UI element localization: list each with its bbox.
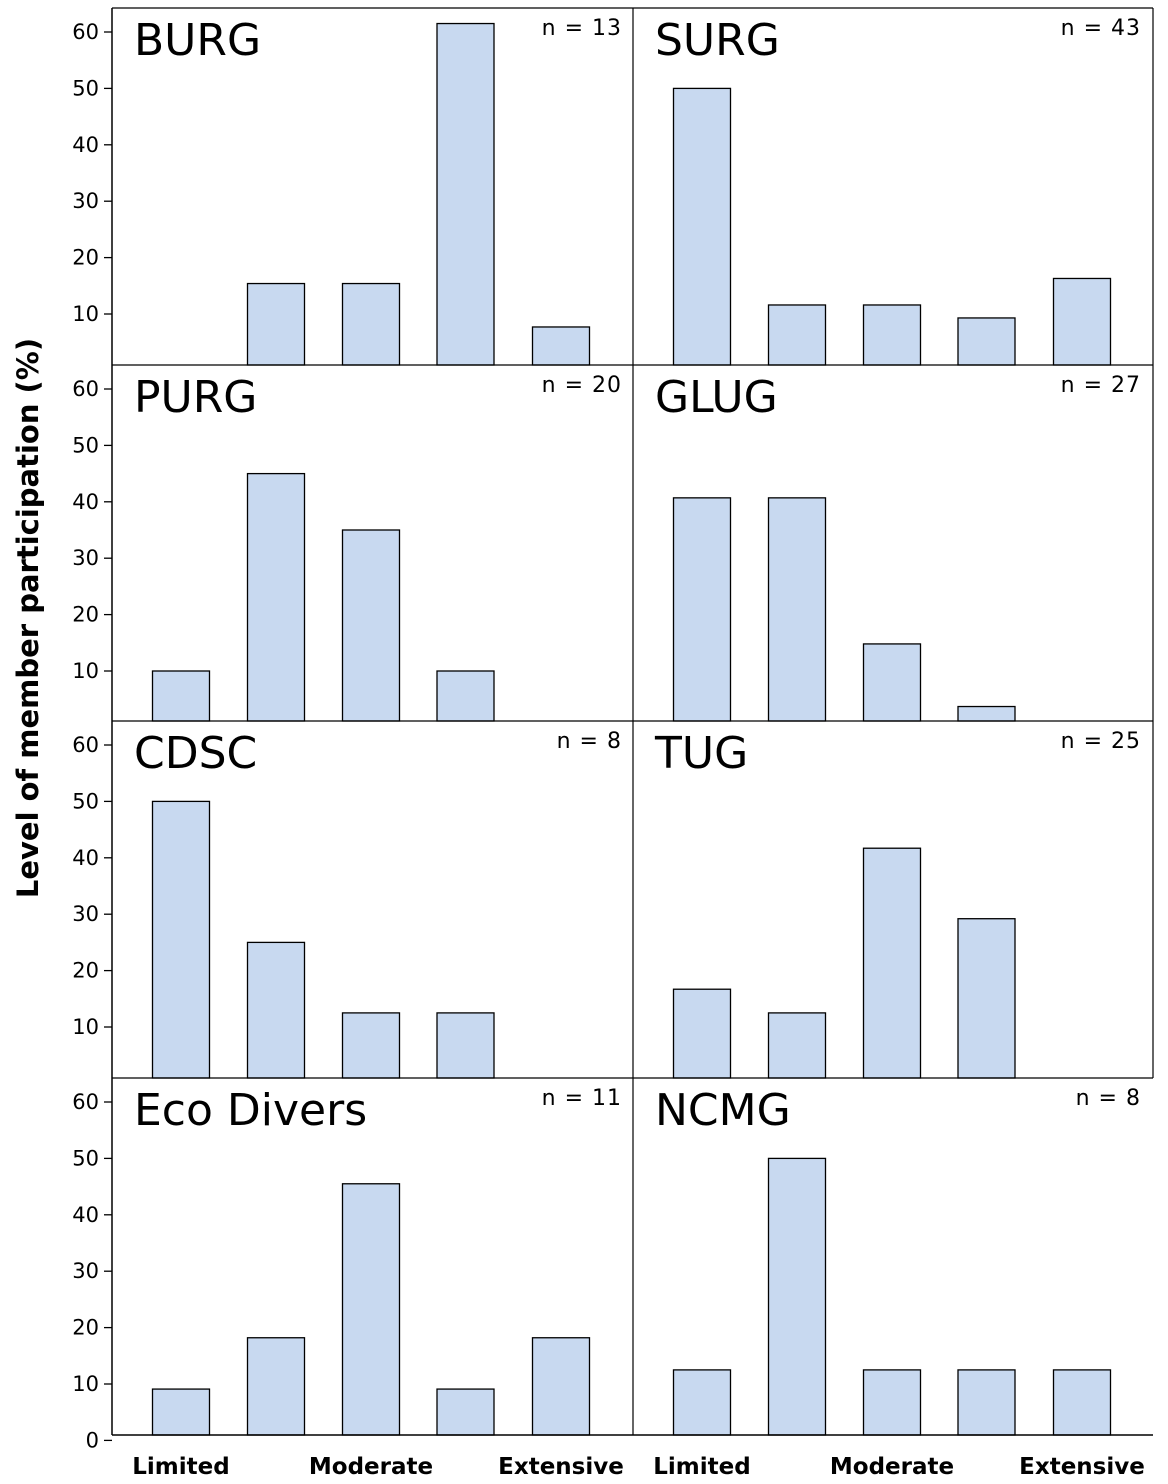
bar bbox=[341, 1012, 401, 1079]
y-tick-label: 0 bbox=[86, 1428, 99, 1452]
bar bbox=[862, 304, 922, 366]
bar bbox=[531, 1337, 591, 1436]
y-tick-label: 20 bbox=[72, 246, 99, 270]
bar bbox=[672, 87, 732, 366]
y-tick-label: 60 bbox=[72, 377, 99, 401]
bar bbox=[246, 1337, 306, 1436]
bar bbox=[1052, 1369, 1112, 1436]
x-tick-label: Extensive bbox=[498, 1454, 624, 1479]
x-tick-label: Extensive bbox=[1019, 1454, 1145, 1479]
n-count-label: n = 25 bbox=[1061, 729, 1141, 754]
bar bbox=[672, 1369, 732, 1436]
y-tick-label: 50 bbox=[72, 789, 99, 813]
y-tick-label: 30 bbox=[72, 902, 99, 926]
panel-title: NCMG bbox=[655, 1085, 791, 1136]
bar bbox=[151, 800, 211, 1079]
n-count-label: n = 11 bbox=[542, 1086, 622, 1111]
n-count-label: n = 8 bbox=[1076, 1086, 1141, 1111]
bar bbox=[1052, 277, 1112, 366]
bar bbox=[341, 282, 401, 366]
bar bbox=[246, 472, 306, 722]
bar bbox=[246, 282, 306, 366]
y-tick-label: 50 bbox=[72, 433, 99, 457]
panel-title: CDSC bbox=[134, 728, 257, 779]
bar bbox=[341, 1183, 401, 1436]
n-count-label: n = 20 bbox=[542, 373, 622, 398]
y-tick-label: 20 bbox=[72, 1316, 99, 1340]
y-tick-label: 40 bbox=[72, 846, 99, 870]
bar bbox=[767, 497, 827, 722]
bar bbox=[862, 643, 922, 722]
y-tick-label: 30 bbox=[72, 1259, 99, 1283]
y-tick-label: 40 bbox=[72, 1203, 99, 1227]
bar bbox=[672, 497, 732, 722]
bar bbox=[957, 1369, 1016, 1436]
y-tick-label: 10 bbox=[72, 1015, 99, 1039]
bar bbox=[957, 317, 1016, 366]
bar bbox=[341, 529, 401, 722]
y-tick-label: 20 bbox=[72, 959, 99, 983]
bar bbox=[957, 705, 1016, 722]
panel-title: TUG bbox=[654, 728, 748, 779]
y-tick-label: 30 bbox=[72, 189, 99, 213]
x-tick-label: Limited bbox=[653, 1454, 750, 1479]
n-count-label: n = 8 bbox=[557, 729, 622, 754]
y-tick-label: 10 bbox=[72, 659, 99, 683]
bar bbox=[436, 670, 495, 722]
y-tick-label: 10 bbox=[72, 1372, 99, 1396]
panel-title: SURG bbox=[655, 15, 780, 66]
y-tick-label: 30 bbox=[72, 546, 99, 570]
y-tick-label: 60 bbox=[72, 20, 99, 44]
x-tick-label: Limited bbox=[132, 1454, 229, 1479]
y-tick-label: 60 bbox=[72, 1090, 99, 1114]
bar bbox=[531, 326, 591, 366]
bar bbox=[151, 1388, 211, 1436]
bar bbox=[767, 1157, 827, 1436]
n-count-label: n = 13 bbox=[542, 16, 622, 41]
bar bbox=[767, 1012, 827, 1079]
bar bbox=[862, 847, 922, 1079]
bar bbox=[957, 918, 1016, 1079]
panel-title: PURG bbox=[134, 372, 257, 423]
x-tick-label: Moderate bbox=[309, 1454, 433, 1479]
panel-title: Eco Divers bbox=[134, 1085, 367, 1136]
y-tick-label: 20 bbox=[72, 603, 99, 627]
y-tick-label: 10 bbox=[72, 302, 99, 326]
y-tick-label: 40 bbox=[72, 133, 99, 157]
y-tick-label: 50 bbox=[72, 76, 99, 100]
panel-title: BURG bbox=[134, 15, 261, 66]
y-tick-label: 40 bbox=[72, 490, 99, 514]
bar bbox=[672, 988, 732, 1079]
bar bbox=[436, 1012, 495, 1079]
n-count-label: n = 27 bbox=[1061, 373, 1141, 398]
panel-title: GLUG bbox=[655, 372, 778, 423]
n-count-label: n = 43 bbox=[1061, 16, 1141, 41]
bar bbox=[436, 1388, 495, 1436]
bar bbox=[862, 1369, 922, 1436]
bar bbox=[151, 670, 211, 722]
x-tick-label: Moderate bbox=[830, 1454, 954, 1479]
bar bbox=[436, 22, 495, 366]
y-tick-label: 60 bbox=[72, 733, 99, 757]
y-axis-title: Level of member participation (%) bbox=[11, 338, 45, 898]
bar bbox=[246, 941, 306, 1079]
y-tick-label: 50 bbox=[72, 1146, 99, 1170]
bar bbox=[767, 304, 827, 366]
